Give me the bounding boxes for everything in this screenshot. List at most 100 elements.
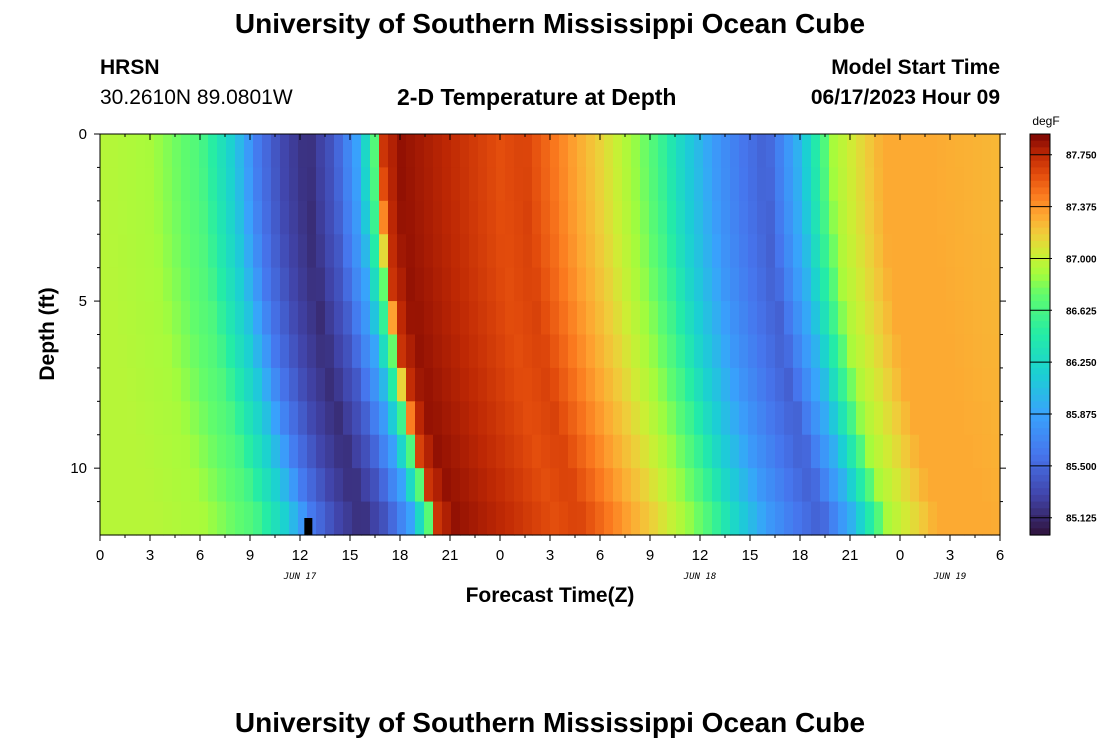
heatmap-cell — [685, 334, 695, 369]
heatmap-cell — [172, 134, 182, 169]
heatmap-cell — [730, 200, 740, 235]
heatmap-cell — [955, 501, 965, 536]
heatmap-cell — [991, 167, 1001, 202]
colorbar-cell — [1030, 227, 1050, 235]
heatmap-cell — [559, 167, 569, 202]
heatmap-cell — [298, 167, 308, 202]
heatmap-cell — [469, 334, 479, 369]
heatmap-cell — [856, 468, 866, 503]
heatmap-cell — [271, 134, 281, 169]
heatmap-cell — [676, 367, 686, 402]
colorbar-cell — [1030, 160, 1050, 169]
heatmap-cell — [577, 167, 587, 202]
heatmap-cell — [388, 401, 398, 436]
heatmap-cell — [721, 134, 731, 169]
heatmap-cell — [973, 468, 983, 503]
heatmap-cell — [469, 468, 479, 503]
x-tick-label: 6 — [596, 547, 604, 564]
heatmap-cell — [145, 401, 155, 436]
heatmap-cell — [955, 334, 965, 369]
colorbar-cell — [1030, 521, 1050, 529]
heatmap-cell — [703, 200, 713, 235]
heatmap-cell — [370, 367, 380, 402]
heatmap-cell — [253, 434, 263, 469]
heatmap-cell — [586, 367, 596, 402]
heatmap-cell — [244, 501, 254, 536]
heatmap-cell — [901, 200, 911, 235]
heatmap-cells — [100, 134, 1001, 536]
heatmap-cell — [235, 301, 245, 336]
heatmap-cell — [478, 401, 488, 436]
heatmap-cell — [766, 267, 776, 302]
heatmap-cell — [163, 501, 173, 536]
heatmap-cell — [937, 334, 947, 369]
heatmap-cell — [730, 134, 740, 169]
heatmap-cell — [946, 167, 956, 202]
heatmap-cell — [424, 134, 434, 169]
heatmap-cell — [361, 468, 371, 503]
heatmap-cell — [658, 434, 668, 469]
heatmap-cell — [343, 334, 353, 369]
heatmap-cell — [703, 134, 713, 169]
heatmap-cell — [712, 234, 722, 269]
x-tick-label: 6 — [996, 547, 1004, 564]
colorbar-cell — [1030, 334, 1050, 342]
heatmap-cell — [730, 167, 740, 202]
heatmap-cell — [379, 501, 389, 536]
heatmap-cell — [532, 334, 542, 369]
heatmap-cell — [595, 334, 605, 369]
heatmap-cell — [820, 501, 830, 536]
heatmap-cell — [703, 501, 713, 536]
heatmap-cell — [775, 334, 785, 369]
heatmap-cell — [883, 434, 893, 469]
heatmap-cell — [190, 301, 200, 336]
heatmap-cell — [829, 267, 839, 302]
footer-title: University of Southern Mississippi Ocean… — [234, 707, 866, 738]
heatmap-cell — [541, 301, 551, 336]
heatmap-cell — [820, 134, 830, 169]
x-tick-label: 0 — [96, 547, 104, 564]
heatmap-cell — [550, 501, 560, 536]
heatmap-cell — [253, 468, 263, 503]
colorbar-cell — [1030, 200, 1050, 209]
heatmap-cell — [712, 434, 722, 469]
heatmap-cell — [604, 200, 614, 235]
heatmap-cell — [307, 267, 317, 302]
heatmap-cell — [991, 301, 1001, 336]
heatmap-cell — [145, 434, 155, 469]
heatmap-cell — [982, 301, 992, 336]
heatmap-cell — [415, 267, 425, 302]
heatmap-cell — [712, 401, 722, 436]
heatmap-cell — [541, 167, 551, 202]
colorbar-cell — [1030, 448, 1050, 456]
heatmap-cell — [388, 301, 398, 336]
heatmap-cell — [937, 367, 947, 402]
heatmap-cell — [856, 501, 866, 536]
heatmap-cell — [829, 434, 839, 469]
heatmap-cell — [469, 434, 479, 469]
heatmap-cell — [784, 367, 794, 402]
heatmap-cell — [514, 134, 524, 169]
heatmap-cell — [154, 167, 164, 202]
heatmap-cell — [199, 200, 209, 235]
heatmap-cell — [757, 167, 767, 202]
heatmap-cell — [307, 134, 317, 169]
heatmap-cell — [199, 167, 209, 202]
heatmap-cell — [325, 334, 335, 369]
heatmap-cell — [694, 301, 704, 336]
heatmap-cell — [739, 200, 749, 235]
heatmap-cell — [910, 267, 920, 302]
heatmap-cell — [208, 501, 218, 536]
heatmap-cell — [433, 301, 443, 336]
heatmap-cell — [388, 468, 398, 503]
heatmap-cell — [136, 434, 146, 469]
heatmap-cell — [271, 167, 281, 202]
heatmap-cell — [829, 468, 839, 503]
heatmap-cell — [919, 367, 929, 402]
heatmap-cell — [667, 234, 677, 269]
colorbar-cell — [1030, 307, 1050, 316]
heatmap-cell — [577, 367, 587, 402]
heatmap-cell — [874, 134, 884, 169]
heatmap-cell — [100, 501, 110, 536]
heatmap-cell — [235, 167, 245, 202]
